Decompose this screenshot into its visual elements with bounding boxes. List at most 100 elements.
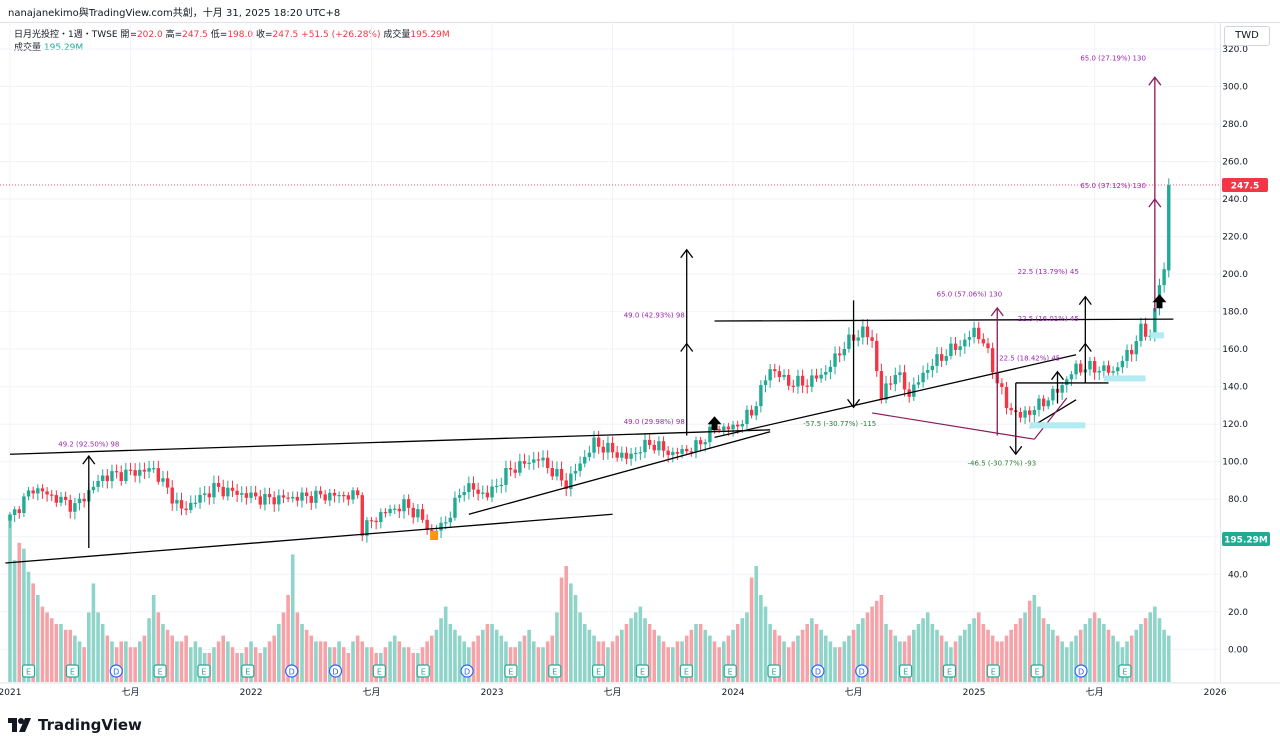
event-marker-label: E bbox=[245, 668, 250, 677]
candle-body bbox=[212, 482, 216, 498]
candle-body bbox=[189, 502, 193, 511]
volume-bar bbox=[963, 629, 967, 682]
volume-bar bbox=[1102, 624, 1106, 682]
time-tick-label: 七月 bbox=[363, 687, 381, 698]
candle-body bbox=[249, 492, 253, 498]
candle-body bbox=[402, 499, 406, 512]
tradingview-logo[interactable]: TradingView bbox=[8, 716, 142, 734]
volume-bar bbox=[870, 606, 874, 682]
candle-body bbox=[393, 508, 397, 510]
candle-body bbox=[1097, 370, 1101, 373]
event-marker-label: E bbox=[1122, 668, 1127, 677]
price-chart[interactable]: 49.2 (92.50%) 98 49.0 (29.98%) 98 49.0 (42… bbox=[0, 0, 1280, 708]
price-tick-label: 200.0 bbox=[1222, 270, 1248, 280]
event-marker-label: E bbox=[70, 668, 75, 677]
candle-body bbox=[583, 456, 587, 464]
candle-body bbox=[717, 429, 721, 431]
candle-body bbox=[485, 492, 490, 498]
volume-bar bbox=[170, 635, 175, 682]
candle-body bbox=[332, 492, 337, 496]
volume-bar bbox=[318, 641, 323, 682]
candle-body bbox=[666, 450, 670, 456]
candle-body bbox=[156, 468, 161, 482]
volume-bar bbox=[295, 612, 300, 682]
candle-body bbox=[587, 452, 592, 457]
volume-bar bbox=[73, 635, 77, 682]
candle-body bbox=[462, 492, 466, 496]
candle-body bbox=[138, 469, 142, 476]
candle-body bbox=[541, 457, 545, 461]
up-arrow-marker bbox=[1152, 294, 1167, 309]
volume-bar bbox=[796, 635, 800, 682]
volume-bar bbox=[972, 618, 976, 682]
volume-legend[interactable]: 成交量 195.29M bbox=[14, 40, 83, 53]
volume-bar bbox=[392, 635, 397, 682]
candle-body bbox=[481, 492, 485, 494]
volume-label: 成交量 bbox=[383, 30, 411, 40]
event-marker-label: E bbox=[1035, 668, 1040, 677]
event-marker-label: E bbox=[903, 668, 908, 677]
volume-bar bbox=[731, 629, 735, 682]
volume-bar bbox=[823, 635, 828, 682]
volume-bar bbox=[142, 635, 147, 682]
volume-bar bbox=[462, 641, 467, 682]
last-volume-text: 195.29M bbox=[1224, 536, 1268, 546]
volume-bar bbox=[1013, 624, 1018, 682]
volume-bar bbox=[230, 647, 235, 682]
volume-bar bbox=[49, 618, 54, 682]
candle-body bbox=[518, 461, 522, 473]
candle-body bbox=[369, 520, 374, 522]
ohlc-legend[interactable]: 日月光投控・1週・TWSE 開=202.0 高=247.5 低=198.0 收=… bbox=[14, 27, 450, 40]
candle-body bbox=[82, 498, 86, 502]
volume-bar bbox=[425, 641, 429, 682]
candle-body bbox=[1111, 371, 1115, 373]
candle-body bbox=[314, 490, 318, 503]
volume-bar bbox=[406, 647, 411, 682]
candle-body bbox=[258, 496, 262, 505]
volume-bar bbox=[666, 647, 670, 682]
volume-bar bbox=[281, 612, 286, 682]
trend-line bbox=[714, 318, 1174, 322]
volume-bar bbox=[657, 635, 661, 682]
candle-body bbox=[1116, 367, 1120, 372]
measure-label: 49.0 (29.98%) 98 bbox=[624, 418, 685, 426]
volume-bar bbox=[638, 606, 643, 682]
candle-body bbox=[569, 473, 573, 490]
earnings-marker bbox=[21, 664, 36, 678]
candle-body bbox=[606, 442, 610, 453]
candle-body bbox=[291, 496, 295, 499]
measure-label: 49.0 (42.93%) 98 bbox=[624, 311, 685, 319]
candle-body bbox=[1162, 269, 1166, 286]
footer bbox=[0, 708, 1280, 750]
price-tick-label: 120.0 bbox=[1222, 420, 1248, 430]
candle-body bbox=[490, 486, 494, 498]
volume-legend-value: 195.29M bbox=[43, 43, 84, 53]
volume-bar bbox=[1157, 618, 1162, 682]
candle-body bbox=[893, 375, 897, 385]
event-marker-label: E bbox=[552, 668, 557, 677]
candle-body bbox=[267, 493, 272, 498]
symbol-label[interactable]: 日月光投控・1週・TWSE bbox=[14, 30, 118, 40]
volume-bar bbox=[953, 641, 958, 682]
volume-bar bbox=[1092, 612, 1097, 682]
candle-body bbox=[1051, 388, 1055, 401]
volume-bar bbox=[1074, 635, 1078, 682]
currency-button[interactable]: TWD bbox=[1224, 26, 1270, 46]
candle-body bbox=[782, 374, 786, 377]
volume-bar bbox=[689, 629, 694, 682]
candle-body bbox=[272, 497, 276, 505]
volume-bar bbox=[898, 641, 902, 682]
volume-bar bbox=[286, 595, 290, 682]
candle-body bbox=[726, 426, 731, 430]
earnings-marker bbox=[679, 664, 693, 678]
candle-body bbox=[170, 487, 174, 504]
candle-body bbox=[643, 439, 647, 453]
volume-bar bbox=[494, 629, 499, 682]
measure-label: -46.5 (-30.77%) -93 bbox=[968, 459, 1037, 467]
volume-bar bbox=[22, 548, 26, 682]
candle-body bbox=[1106, 365, 1111, 373]
volume-bar bbox=[861, 618, 865, 682]
volume-bar bbox=[1097, 618, 1102, 682]
candle-body bbox=[406, 499, 411, 508]
event-marker-label: D bbox=[1078, 668, 1084, 677]
